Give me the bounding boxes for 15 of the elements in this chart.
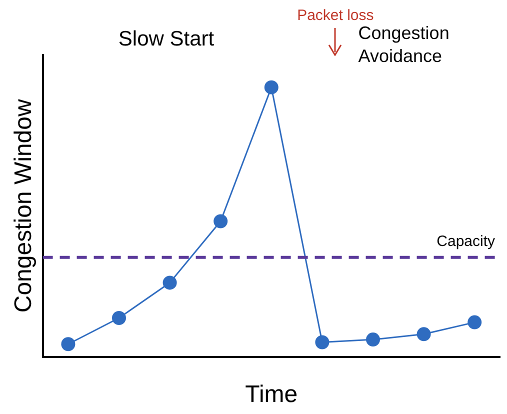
point [416, 327, 431, 342]
text: Congestion Avoidance [358, 22, 450, 66]
text: Slow Start [118, 28, 214, 51]
point [112, 310, 126, 325]
x-axis-title: Time [245, 381, 298, 408]
y-axis-title: Congestion Window [10, 98, 38, 313]
point [214, 214, 228, 228]
point [366, 332, 380, 347]
point [468, 315, 482, 330]
ref-line-label: Capacity [436, 233, 496, 250]
point [61, 337, 76, 352]
point [315, 335, 330, 350]
text: Packet loss [297, 6, 374, 24]
point [162, 276, 177, 290]
point [264, 80, 278, 94]
